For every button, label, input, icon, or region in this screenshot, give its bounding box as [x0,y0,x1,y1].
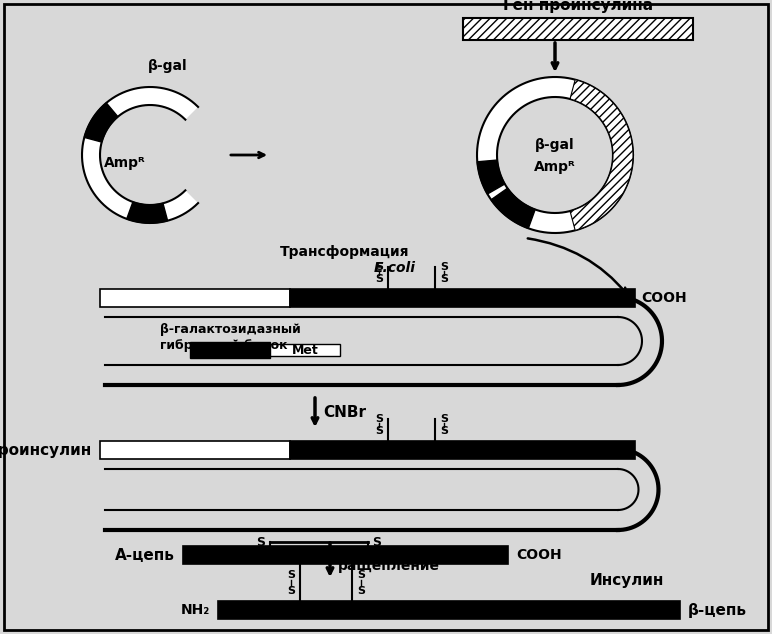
Text: COOH: COOH [641,291,686,305]
Text: Ampᴿ: Ampᴿ [534,160,576,174]
Polygon shape [570,80,633,230]
Bar [183,546,508,564]
Polygon shape [477,77,633,233]
Text: S: S [357,569,365,579]
Text: Проинсулин: Проинсулин [0,443,92,458]
Text: Трансформация: Трансформация [280,245,410,259]
Bar [463,18,693,40]
Text: S: S [440,274,448,284]
Text: CNBr: CNBr [323,405,366,420]
Text: S: S [440,426,448,436]
Text: S: S [287,569,295,579]
Wedge shape [477,160,505,194]
Text: β-галактозидазный: β-галактозидазный [160,323,301,335]
Wedge shape [84,103,118,142]
Text: S: S [375,426,383,436]
Text: Ген проинсулина: Ген проинсулина [503,0,653,13]
Text: A-цепь: A-цепь [115,548,175,562]
Text: S: S [440,262,448,272]
Text: β-gal: β-gal [535,138,575,152]
Text: S: S [287,586,295,595]
Bar [100,441,290,459]
Polygon shape [105,317,642,365]
Text: β-цепь: β-цепь [688,602,747,618]
Text: S: S [256,536,266,548]
Bar [270,344,340,356]
Bar [100,289,290,307]
Text: Met: Met [292,344,318,356]
Text: ращепление: ращепление [338,559,440,573]
Text: NH₂: NH₂ [181,603,210,617]
Bar [218,601,680,619]
Text: COOH: COOH [516,548,561,562]
Text: S: S [440,414,448,424]
Text: S: S [375,274,383,284]
Wedge shape [127,202,168,223]
Polygon shape [82,87,198,223]
Text: S: S [373,536,381,548]
Text: β-gal: β-gal [148,59,188,73]
Text: Инсулин: Инсулин [590,573,665,588]
Bar [290,441,635,459]
Text: E.coli: E.coli [374,261,416,275]
Text: S: S [357,586,365,595]
Text: гибридный белок: гибридный белок [160,339,287,351]
Text: Ферментативное: Ферментативное [338,545,474,559]
Text: S: S [375,262,383,272]
Bar [190,342,270,358]
Text: Ampᴿ: Ampᴿ [104,156,146,170]
Text: S: S [375,414,383,424]
Circle shape [498,98,612,212]
Polygon shape [105,469,638,510]
Wedge shape [491,188,535,228]
Bar [290,289,635,307]
